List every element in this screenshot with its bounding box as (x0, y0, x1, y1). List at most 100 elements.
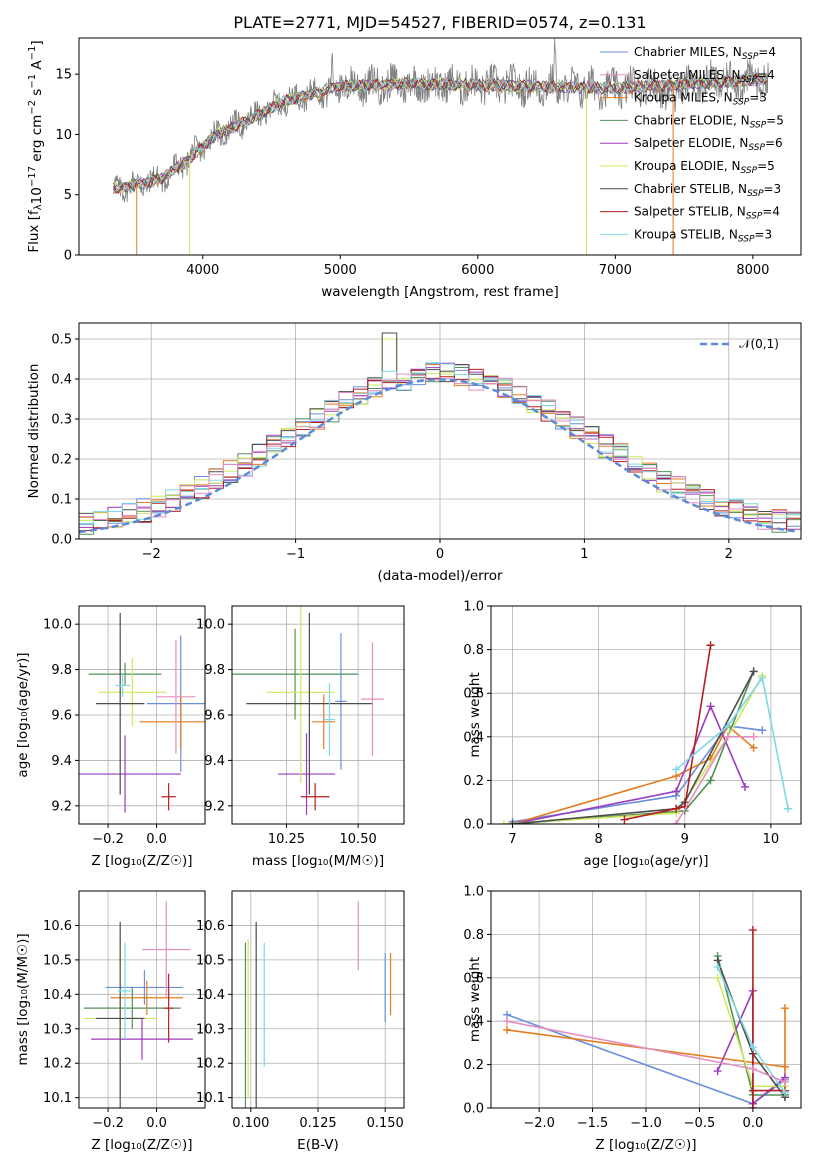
weight-marker (620, 815, 629, 824)
legend-entry: Kroupa MILES, NSSP=3 (634, 91, 767, 108)
y-tick-label: 10.6 (196, 919, 225, 934)
x-tick-label: 0.150 (367, 1116, 404, 1131)
age_vs_Z-axes: −0.2 0.0 9.2 9.4 9.6 9.8 10.0 Z [log₁₀(Z/Z☉)] ag… (15, 606, 205, 869)
x-tick-label: 10.25 (268, 832, 305, 847)
x-tick-label: −2.0 (523, 1116, 555, 1131)
y-tick-label: 10.1 (196, 1091, 225, 1106)
x-tick-label: 4000 (186, 263, 219, 278)
plot-frame (490, 605, 802, 825)
y-tick-label: 0.2 (463, 774, 484, 789)
weight-series (716, 955, 785, 1096)
weight-series (716, 960, 786, 1098)
y-tick-label: 9.4 (204, 754, 225, 769)
legend-value: =5 (757, 159, 775, 173)
legend-value: =4 (762, 205, 780, 219)
y-tick-label: 0.4 (463, 730, 484, 745)
y-tick-label: 0.0 (463, 818, 484, 833)
y-tick-label: 0.0 (463, 1102, 484, 1117)
y-tick-label: 0 (64, 249, 72, 264)
spectrum-lines (113, 38, 770, 255)
age_vs_mass-errorbars (232, 606, 384, 815)
x-axis-label: Z [log₁₀(Z/Z☉)] (595, 1137, 696, 1153)
model-spectrum (113, 74, 767, 193)
weight-marker (672, 787, 681, 796)
x-axis-label: (data-model)/error (377, 568, 503, 584)
y-tick-label: 5 (64, 188, 72, 203)
weight-marker (748, 1043, 757, 1052)
x-axis-label: E(B-V) (297, 1137, 339, 1153)
y-label-part: erg cm (29, 115, 45, 166)
weight-marker (503, 1025, 512, 1034)
y-tick-label: 9.6 (204, 709, 225, 724)
weight-marker (723, 732, 732, 741)
weight-series (752, 930, 785, 1108)
y-tick-label: 9.8 (51, 663, 72, 678)
weight-marker (508, 820, 517, 824)
mass_vs_Z-axes: −0.2 0.0 10.1 10.2 10.3 10.4 10.5 10.6 Z [log₁₀(… (15, 891, 205, 1153)
x-tick-label: −0.2 (92, 1116, 124, 1131)
legend-sub: SSP (733, 98, 750, 108)
y-tick-label: 1.0 (463, 600, 484, 615)
spectrum-axes: 4000 5000 6000 7000 8000 0 5 10 15 wavelength [An… (55, 68, 769, 300)
weight-marker (749, 667, 758, 676)
y-tick-label: 10.4 (43, 988, 72, 1003)
x-tick-label: −1.0 (630, 1116, 662, 1131)
legend-text: Salpeter STELIB, N (634, 205, 746, 219)
x-tick-label: −1 (286, 547, 305, 562)
legend-value: =3 (764, 182, 782, 196)
x-tick-label: 0.125 (299, 1116, 336, 1131)
legend-value: =3 (749, 91, 767, 105)
weight-marker (499, 820, 508, 824)
x-tick-label: 0.0 (146, 832, 167, 847)
y-label-part: λ (33, 204, 44, 210)
plot-frame (78, 605, 206, 825)
x-tick-label: 0.100 (232, 1116, 269, 1131)
weight-marker (749, 732, 758, 741)
mass_vs_ebv-errorbars (244, 901, 392, 1108)
weight-marker (780, 1004, 789, 1013)
legend-text: Salpeter MILES, N (634, 68, 741, 82)
y-axis-label: Normed distribution (26, 364, 42, 499)
age_vs_Z-errorbars (79, 612, 205, 813)
weight-marker (741, 782, 750, 791)
y-tick-label: 10.2 (43, 1057, 72, 1072)
x-tick-label: 6000 (461, 263, 494, 278)
y-tick-label: 0.6 (463, 971, 484, 986)
residual-histogram (79, 362, 801, 525)
x-tick-label: 2 (725, 547, 733, 562)
legend-value: =4 (757, 68, 775, 82)
x-tick-label: 0 (436, 547, 444, 562)
weight-marker (503, 1017, 512, 1026)
weights_vs_age-axes: 7 8 9 10 0.0 0.2 0.4 0.6 0.8 1.0 age [log₁₀(age/yr… (463, 600, 801, 869)
legend-entry: Kroupa ELODIE, NSSP=5 (634, 159, 775, 176)
legend-text: Kroupa MILES, N (634, 91, 733, 105)
legend-sub: SSP (748, 143, 765, 153)
x-axis-label: age [log₁₀(age/yr)] (583, 853, 708, 869)
y-tick-label: 10.6 (43, 919, 72, 934)
y-label-part: −1 (27, 74, 38, 89)
x-tick-label: 9 (681, 832, 689, 847)
weight-marker (706, 776, 715, 785)
y-tick-label: 0.3 (51, 413, 72, 428)
weights_vs_Z-lines (503, 926, 789, 1108)
y-tick-label: 10.0 (196, 618, 225, 633)
y-axis-label: age [log₁₀(age/yr)] (15, 652, 31, 777)
legend-text: Chabrier ELODIE, N (634, 113, 750, 127)
weight-marker (706, 702, 715, 711)
plot-frame (78, 322, 802, 540)
y-label-part: s (29, 89, 45, 100)
residual-histograms (79, 332, 801, 535)
y-tick-label: 0.6 (463, 687, 484, 702)
weight-series (512, 671, 755, 824)
x-tick-label: −0.2 (92, 832, 124, 847)
y-label-part: −1 (27, 46, 38, 61)
plot-frame (231, 890, 405, 1109)
weight-marker (748, 1086, 757, 1095)
weight-series (624, 645, 712, 821)
legend-text: Salpeter ELODIE, N (634, 136, 748, 150)
y-tick-label: 0.4 (463, 1015, 484, 1030)
y-tick-label: 10.1 (43, 1091, 72, 1106)
legend-sub: SSP (747, 189, 764, 199)
legend-text: Kroupa STELIB, N (634, 227, 738, 241)
